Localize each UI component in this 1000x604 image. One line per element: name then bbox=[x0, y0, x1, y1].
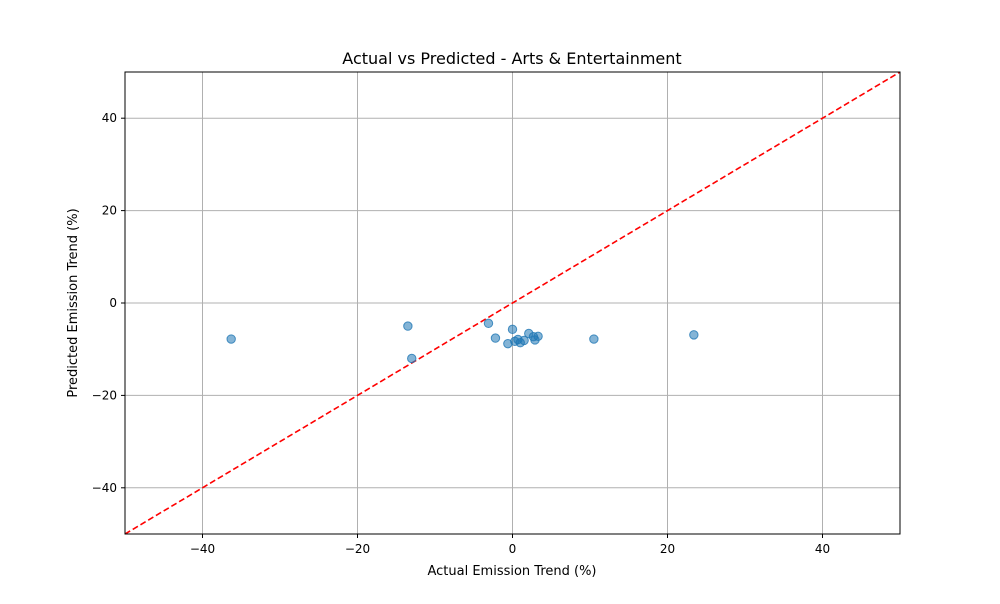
x-tick-label: 20 bbox=[660, 542, 675, 556]
scatter-point bbox=[589, 334, 599, 344]
x-tick-label: 0 bbox=[509, 542, 517, 556]
scatter-point bbox=[403, 321, 413, 331]
y-tick-label: 20 bbox=[102, 204, 117, 218]
scatter-point bbox=[533, 331, 543, 341]
scatter-point bbox=[689, 330, 699, 340]
ticks: −40 −20 0 20 40 −40 −20 0 20 40 bbox=[92, 111, 830, 556]
x-tick-label: −40 bbox=[190, 542, 215, 556]
scatter-point bbox=[490, 333, 501, 343]
x-tick-label: −20 bbox=[345, 542, 370, 556]
y-axis-label: Predicted Emission Trend (%) bbox=[66, 208, 81, 397]
y-tick-label: −20 bbox=[92, 388, 117, 402]
scatter-point bbox=[483, 318, 494, 329]
reference-line-layer bbox=[124, 71, 901, 535]
scatter-point bbox=[519, 335, 529, 346]
scatter-point bbox=[507, 324, 518, 335]
points-layer bbox=[226, 318, 699, 364]
y-tick-label: −40 bbox=[92, 481, 117, 495]
scatter-point bbox=[226, 334, 236, 344]
reference-line bbox=[124, 71, 901, 535]
y-tick-label: 0 bbox=[109, 296, 117, 310]
scatter-point bbox=[407, 353, 417, 364]
y-tick-label: 40 bbox=[102, 111, 117, 125]
chart-title: Actual vs Predicted - Arts & Entertainme… bbox=[342, 49, 681, 68]
x-axis-label: Actual Emission Trend (%) bbox=[427, 564, 596, 579]
x-tick-label: 40 bbox=[815, 542, 830, 556]
